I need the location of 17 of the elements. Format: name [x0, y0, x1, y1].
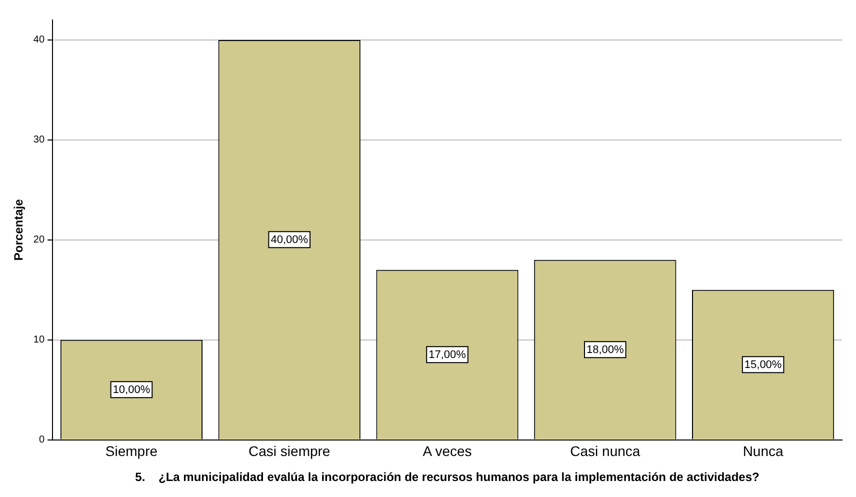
- y-tick-label: 40: [33, 34, 45, 46]
- data-label: 10,00%: [112, 384, 150, 396]
- y-tick-label: 0: [38, 434, 45, 446]
- data-label: 18,00%: [586, 344, 624, 356]
- x-tick-label: A veces: [422, 443, 472, 460]
- y-tick-label: 30: [33, 134, 45, 146]
- x-axis-title: 5. ¿La municipalidad evalúa la incorporación de recursos humanos para la implementación de actividades?: [135, 470, 760, 484]
- x-tick-label: Casi nunca: [570, 443, 640, 460]
- y-tick-label: 20: [33, 234, 45, 246]
- x-tick-label: Casi siempre: [248, 443, 330, 460]
- x-tick-label: Siempre: [105, 443, 158, 460]
- x-tick-label: Nunca: [742, 443, 784, 460]
- y-axis-title: Porcentaje: [12, 198, 26, 261]
- data-label: 15,00%: [744, 359, 782, 372]
- data-label: 17,00%: [428, 349, 466, 362]
- y-tick-label: 10: [33, 334, 45, 346]
- data-label: 40,00%: [270, 234, 308, 246]
